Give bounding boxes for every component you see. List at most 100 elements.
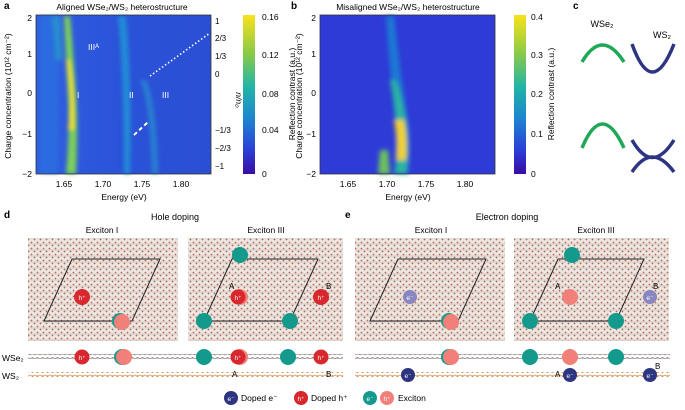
ws2-upper-band — [630, 43, 676, 74]
site-b: B — [326, 282, 331, 291]
panel-b-label: b — [291, 1, 297, 12]
panel-a-ylabel: Charge concentration (10¹² cm⁻²) — [3, 33, 13, 159]
hole-marker: h⁺ — [317, 295, 325, 302]
ytick: 2 — [311, 13, 316, 23]
ytick: 0 — [27, 88, 32, 98]
panel-e-title: Electron doping — [476, 212, 539, 222]
site-a: A — [229, 282, 235, 291]
panel-c-col1: WSe₂ — [591, 19, 615, 29]
wse2-upper-band — [580, 43, 626, 63]
panel-b-title: Misaligned WSe₂/WS₂ heterostructure — [336, 2, 480, 12]
panel-d-label: d — [4, 210, 10, 221]
layer-wse2-label: WSe₂ — [2, 353, 24, 363]
panel-c: c WSe₂ WS₂ — [573, 1, 676, 174]
xtick: 1.70 — [95, 179, 112, 189]
cbar-tick: 0.08 — [262, 89, 279, 99]
legend-symbol: e⁻ — [366, 396, 374, 403]
panel-a-heatmap — [35, 14, 212, 175]
ws2-lower-band-b — [630, 155, 676, 174]
electron-marker: e⁻ — [406, 295, 414, 302]
legend-item-exciton: e⁻ h⁺ Exciton — [363, 391, 426, 405]
xtick: 1.70 — [379, 179, 396, 189]
panel-d-sub1: Exciton I — [86, 225, 119, 235]
legend-symbol: h⁺ — [383, 396, 391, 403]
panel-a-xlabel: Energy (eV) — [101, 192, 147, 202]
site-a: A — [555, 370, 561, 379]
cbar-tick: 0.12 — [262, 50, 279, 60]
rtick: 0 — [215, 70, 220, 79]
site-a: A — [232, 370, 238, 379]
site-a: A — [555, 282, 561, 291]
panel-a-colorbar-label: Reflection contrast (a.u.) — [287, 48, 297, 141]
ytick: 1 — [27, 49, 32, 59]
cbar-tick: 0.04 — [262, 125, 279, 135]
legend-item-doped-hole: h⁺ Doped h⁺ — [294, 391, 348, 405]
rtick: −2/3 — [215, 144, 231, 153]
panel-a-right-ticks: 1 2/3 1/3 0 −1/3 −2/3 −1 — [215, 17, 231, 171]
ws2-lower-band-a — [630, 139, 676, 160]
electron-marker: e⁻ — [646, 373, 654, 380]
xtick: 1.65 — [56, 179, 73, 189]
legend: e⁻ Doped e⁻ h⁺ Doped h⁺ e⁻ h⁺ Exciton — [224, 391, 426, 405]
xtick: 1.80 — [457, 179, 474, 189]
legend-label: Exciton — [398, 393, 426, 403]
panel-b-yticks: 2 1 0 −1 −2 — [306, 13, 316, 179]
site-b: B — [655, 362, 660, 371]
rtick: 1 — [215, 17, 220, 26]
lattice-d2: h⁺ A h⁺ B — [188, 238, 343, 341]
lattice-e1: e⁻ — [355, 238, 505, 341]
cbar-tick: 0 — [262, 169, 267, 179]
legend-item-doped-electron: e⁻ Doped e⁻ — [224, 391, 278, 405]
cbar-tick: 0.16 — [262, 12, 279, 22]
side-e1: e⁻ — [401, 349, 459, 382]
ytick: −1 — [22, 129, 32, 139]
panel-c-label: c — [573, 1, 579, 12]
ytick: 0 — [311, 88, 316, 98]
panel-b-xticks: 1.65 1.70 1.75 1.80 — [340, 179, 474, 189]
rtick: −1/3 — [215, 126, 231, 135]
cbar-tick: 0.4 — [531, 12, 543, 22]
panel-b: b Misaligned WSe₂/WS₂ heterostructure 2 … — [291, 1, 556, 202]
panels-de: d Hole doping Exciton I Exciton III e El… — [2, 210, 670, 405]
electron-marker: e⁻ — [566, 373, 574, 380]
site-b: B — [326, 370, 331, 379]
ytick: −1 — [306, 129, 316, 139]
rtick: 1/3 — [215, 52, 227, 61]
panel-d-sub2: Exciton III — [247, 225, 284, 235]
hole-marker: h⁺ — [78, 355, 86, 362]
electron-marker: e⁻ — [404, 373, 412, 380]
wse2-lower-band — [580, 122, 626, 149]
cbar-tick: 0 — [531, 169, 536, 179]
annotation-iiia: IIIᴬ — [88, 42, 99, 52]
annotation-ii: II — [129, 90, 134, 100]
hole-marker: h⁺ — [317, 355, 325, 362]
panel-a-title: Aligned WSe₂/WS₂ heterostructure — [56, 2, 188, 12]
panel-b-colorbar-label: Reflection contrast (a.u.) — [546, 48, 556, 141]
cbar-tick: 0.3 — [531, 50, 543, 60]
panel-e-sub2: Exciton III — [577, 225, 614, 235]
rtick: 2/3 — [215, 34, 227, 43]
ytick: 2 — [27, 13, 32, 23]
xtick: 1.65 — [340, 179, 357, 189]
ytick: −2 — [22, 169, 32, 179]
xtick: 1.75 — [418, 179, 435, 189]
rtick: −1 — [215, 162, 225, 171]
panel-b-xlabel: Energy (eV) — [385, 192, 431, 202]
cbar-tick: 0.2 — [531, 89, 543, 99]
hole-marker: h⁺ — [234, 355, 242, 362]
electron-marker: e⁻ — [646, 295, 654, 302]
side-e2: e⁻ e⁻ A B — [522, 349, 660, 382]
panel-a-label: a — [4, 1, 10, 12]
legend-label: Doped e⁻ — [241, 393, 278, 403]
legend-label: Doped h⁺ — [311, 393, 348, 403]
cbar-tick: 0.1 — [531, 129, 543, 139]
annotation-iii: III — [162, 90, 169, 100]
panel-e-sub1: Exciton I — [415, 225, 448, 235]
layer-ws2-label: WS₂ — [2, 371, 19, 381]
legend-symbol: e⁻ — [227, 396, 235, 403]
xtick: 1.75 — [134, 179, 151, 189]
lattice-d1: h⁺ — [28, 238, 178, 341]
panel-d-title: Hole doping — [151, 212, 199, 222]
annotation-i: I — [77, 90, 79, 100]
ytick: −2 — [306, 169, 316, 179]
